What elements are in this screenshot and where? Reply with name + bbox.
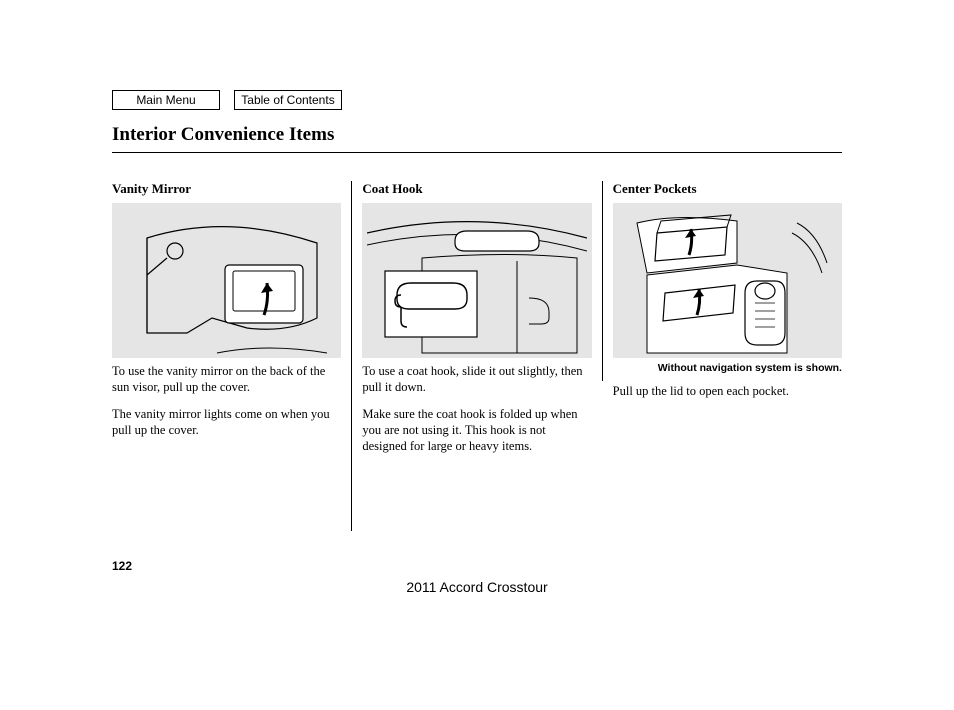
column-vanity-mirror: Vanity Mirror [112,181,351,531]
footer-model: 2011 Accord Crosstour [112,579,842,595]
nav-buttons: Main Menu Table of Contents [112,90,842,110]
pockets-caption: Without navigation system is shown. [613,362,842,374]
coat-p2: Make sure the coat hook is folded up whe… [362,407,591,454]
toc-button[interactable]: Table of Contents [234,90,342,110]
pockets-heading: Center Pockets [613,181,842,197]
vanity-p1: To use the vanity mirror on the back of … [112,364,341,395]
columns: Vanity Mirror [112,181,842,531]
coat-heading: Coat Hook [362,181,591,197]
vanity-p2: The vanity mirror lights come on when yo… [112,407,341,438]
center-pockets-figure [613,203,842,358]
pockets-p1: Pull up the lid to open each pocket. [613,384,842,400]
coat-p1: To use a coat hook, slide it out slightl… [362,364,591,395]
vanity-mirror-figure [112,203,341,358]
page-number: 122 [112,559,842,573]
vanity-heading: Vanity Mirror [112,181,341,197]
coat-hook-figure [362,203,591,358]
page-title: Interior Convenience Items [112,124,842,153]
column-coat-hook: Coat Hook [351,181,601,531]
main-menu-button[interactable]: Main Menu [112,90,220,110]
column-center-pockets: Center Pockets [602,181,842,381]
